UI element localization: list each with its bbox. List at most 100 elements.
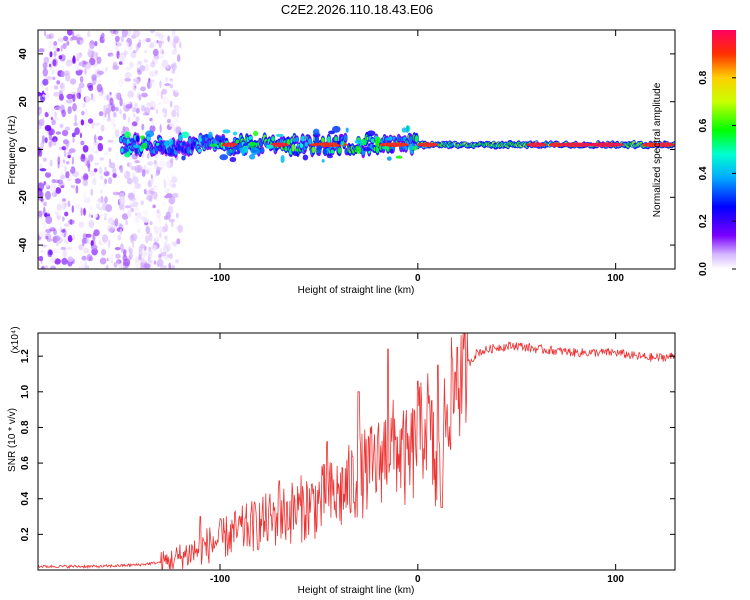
heatmap-cell — [147, 81, 151, 89]
heatmap-cell — [122, 113, 127, 121]
heatmap-cell — [172, 40, 177, 49]
heatmap-cell — [46, 148, 52, 155]
heatmap-cell — [82, 145, 89, 153]
heatmap-cell — [66, 99, 73, 104]
heatmap-cell — [167, 205, 174, 215]
heatmap-cell — [168, 39, 173, 47]
snr-y-axis-label: SNR (10 * v/v) — [7, 408, 18, 472]
heatmap-cell — [79, 132, 82, 139]
heatmap-cell — [130, 165, 137, 171]
heatmap-cell — [137, 183, 143, 190]
colorbar-tick-label: 0.8 — [698, 70, 709, 84]
heatmap-cell — [100, 195, 104, 203]
x-tick-label: -100 — [210, 273, 230, 284]
heatmap-cell — [38, 182, 44, 191]
heatmap-cell — [304, 141, 309, 147]
heatmap-cell — [62, 249, 67, 259]
heatmap-cell — [38, 106, 42, 115]
y-tick-label: 0 — [18, 146, 29, 152]
heatmap-cell — [84, 67, 87, 75]
heatmap-cell — [156, 169, 161, 176]
heatmap-cell — [414, 135, 419, 143]
heatmap-cell — [172, 242, 178, 248]
heatmap-cell — [145, 226, 151, 235]
heatmap-cell — [156, 89, 160, 96]
heatmap-cell — [97, 70, 104, 76]
heatmap-cell — [366, 130, 376, 137]
heatmap-cell — [175, 212, 179, 219]
heatmap-cell — [121, 56, 126, 62]
heatmap-cell — [71, 205, 75, 213]
heatmap-cell — [85, 233, 92, 238]
heatmap-cell — [91, 248, 98, 256]
heatmap-cell — [44, 124, 52, 132]
y-tick-label: 0.4 — [20, 491, 31, 505]
spectrogram-axes: -100 0 100 -40 -20 0 20 40 — [18, 30, 675, 284]
snr-frame — [37, 332, 676, 571]
heatmap-cell — [67, 30, 73, 36]
heatmap-cell — [192, 141, 197, 147]
colorbar-tick-label: 0.6 — [698, 118, 709, 132]
spectrogram-panel: -100 0 100 -40 -20 0 20 40 Height of straight l… — [7, 29, 676, 296]
heatmap-cell — [84, 157, 90, 167]
heatmap-cell — [159, 80, 162, 88]
heatmap-cell — [60, 174, 66, 180]
heatmap-cell — [87, 30, 91, 38]
heatmap-cell — [134, 253, 137, 260]
heatmap-cell — [49, 33, 54, 40]
heatmap-cell — [71, 56, 77, 64]
heatmap-cell — [153, 114, 161, 122]
heatmap-cell — [57, 156, 61, 165]
heatmap-cell — [80, 154, 86, 162]
heatmap-cell — [176, 238, 181, 245]
heatmap-cell — [178, 134, 183, 142]
heatmap-cell — [82, 174, 85, 181]
heatmap-cell — [42, 62, 48, 70]
heatmap-cell — [78, 221, 84, 229]
heatmap-cell — [160, 252, 167, 257]
heatmap-cell — [39, 168, 47, 172]
heatmap-cell — [118, 78, 124, 88]
heatmap-cell — [87, 118, 94, 124]
heatmap-cell — [72, 103, 77, 112]
heatmap-cell — [169, 122, 175, 127]
heatmap-cell — [93, 95, 97, 102]
heatmap-cell — [43, 30, 47, 36]
heatmap-cell — [109, 97, 114, 106]
heatmap-cell — [142, 208, 149, 216]
heatmap-cell — [170, 264, 176, 269]
heatmap-cell — [171, 70, 176, 74]
heatmap-cell — [152, 181, 158, 187]
heatmap-cell — [62, 43, 67, 50]
heatmap-cell — [62, 159, 66, 164]
heatmap-cell — [105, 67, 108, 72]
heatmap-cell — [229, 156, 237, 163]
heatmap-cell — [86, 254, 93, 262]
heatmap-cell — [119, 108, 122, 115]
heatmap-cell — [53, 65, 57, 74]
heatmap-cell — [132, 186, 136, 196]
heatmap-cell — [133, 30, 140, 38]
heatmap-cell — [354, 139, 363, 144]
heatmap-cell — [64, 126, 70, 131]
heatmap-cell — [74, 178, 82, 184]
heatmap-cell — [104, 178, 107, 185]
heatmap-cell — [168, 262, 171, 269]
heatmap-cell — [136, 63, 139, 70]
heatmap-cell — [175, 225, 180, 231]
heatmap-cell — [115, 35, 120, 42]
heatmap-cell — [129, 234, 135, 243]
heatmap-cell — [146, 81, 153, 89]
heatmap-cell — [144, 49, 147, 54]
heatmap-cell — [143, 59, 148, 63]
heatmap-cell — [107, 52, 114, 57]
heatmap-cell — [88, 213, 92, 218]
heatmap-cell — [164, 195, 170, 199]
heatmap-cell — [93, 134, 97, 143]
heatmap-cell — [101, 249, 107, 256]
heatmap-cell — [87, 163, 91, 172]
heatmap-cell — [159, 186, 162, 195]
heatmap-cell — [158, 217, 162, 224]
heatmap-cell — [99, 166, 103, 175]
heatmap-cell — [132, 50, 137, 54]
